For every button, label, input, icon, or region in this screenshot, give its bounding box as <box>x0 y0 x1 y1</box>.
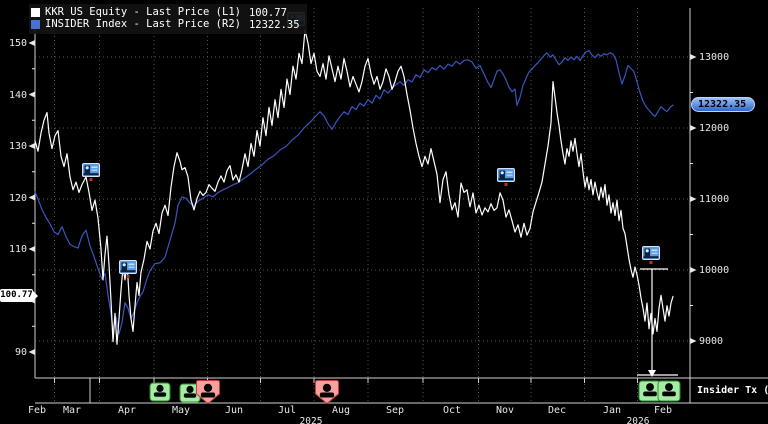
legend-row-insider[interactable]: INSIDER Index - Last Price (R2) 12322.35 <box>31 18 300 31</box>
kkr-series-value: 100.77 <box>248 6 287 19</box>
x-axis-month-label: Nov <box>495 405 515 416</box>
x-axis-month-label: Jun <box>224 405 244 416</box>
insider-sell-icon[interactable] <box>196 380 220 405</box>
series-line-kkr-us-equity <box>34 29 674 345</box>
right-axis-tick <box>690 338 697 344</box>
insider-news-flag-icon[interactable] <box>497 168 515 187</box>
left-axis-tick <box>28 40 35 46</box>
insider-series-value: 12322.35 <box>248 18 300 31</box>
x-axis-month-label: Sep <box>385 405 405 416</box>
kkr-last-price-flag: 100.77 <box>0 289 38 302</box>
left-axis-tick-label: 90 <box>14 347 27 358</box>
right-axis-tick <box>690 125 697 131</box>
insider-tx-panel-label: Insider Tx (... <box>697 385 768 396</box>
x-axis-year-label: 2026 <box>626 416 650 424</box>
x-axis-month-label: Feb <box>653 405 673 416</box>
right-axis-tick-label: 10000 <box>699 265 730 276</box>
series-line-insider-index <box>34 49 674 335</box>
right-axis-tick-label: 11000 <box>699 194 730 205</box>
left-axis-tick-label: 140 <box>8 89 27 101</box>
left-axis-tick <box>28 91 35 98</box>
left-axis-tick <box>28 349 35 355</box>
x-axis-month-label: Jan <box>602 405 622 416</box>
insider-last-price-flag: 12322.35 <box>691 97 755 112</box>
x-axis-month-label: Aug <box>331 405 351 416</box>
insider-news-flag-icon[interactable] <box>119 260 137 279</box>
insider-buy-icon[interactable] <box>149 382 171 402</box>
left-axis-tick <box>28 246 35 252</box>
x-axis-month-label: May <box>171 405 191 416</box>
x-axis-month-label: Oct <box>442 405 462 416</box>
x-axis-year-label: 2025 <box>299 416 323 424</box>
x-axis-month-label: Dec <box>547 405 567 416</box>
right-axis-tick-label: 12000 <box>699 123 730 134</box>
right-axis-tick-label: 13000 <box>699 52 730 63</box>
kkr-series-label: KKR US Equity - Last Price (L1) <box>45 6 241 18</box>
x-axis-month-label: Feb <box>27 405 47 416</box>
left-axis-tick-label: 150 <box>8 38 27 49</box>
insider-buy-icon[interactable] <box>657 380 681 402</box>
left-axis-tick <box>28 143 35 149</box>
insider-series-swatch-icon <box>31 20 40 29</box>
x-axis-month-label: Mar <box>62 405 82 416</box>
x-axis-month-label: Jul <box>277 405 297 416</box>
right-axis-tick <box>690 267 697 273</box>
legend-row-kkr[interactable]: KKR US Equity - Last Price (L1) 100.77 <box>31 6 300 19</box>
left-axis-tick-label: 110 <box>8 244 27 255</box>
left-axis-tick-label: 130 <box>8 141 27 152</box>
left-axis-tick-label: 120 <box>8 192 27 204</box>
right-axis-tick <box>690 54 697 60</box>
insider-news-flag-icon[interactable] <box>82 163 100 182</box>
insider-series-label: INSIDER Index - Last Price (R2) <box>45 18 241 30</box>
chart-legend: KKR US Equity - Last Price (L1) 100.77 I… <box>29 4 307 34</box>
right-axis-tick-label: 9000 <box>699 336 724 347</box>
insider-buy-icon[interactable] <box>638 380 662 402</box>
insider-buy-icon[interactable] <box>179 383 201 403</box>
annotation-arrowhead-icon <box>648 370 656 377</box>
insider-sell-icon[interactable] <box>315 380 339 405</box>
kkr-series-swatch-icon <box>31 8 40 17</box>
insider-news-flag-icon[interactable] <box>642 246 660 265</box>
right-axis-tick <box>690 196 697 202</box>
x-axis-month-label: Apr <box>117 405 137 416</box>
left-axis-tick <box>28 194 35 201</box>
